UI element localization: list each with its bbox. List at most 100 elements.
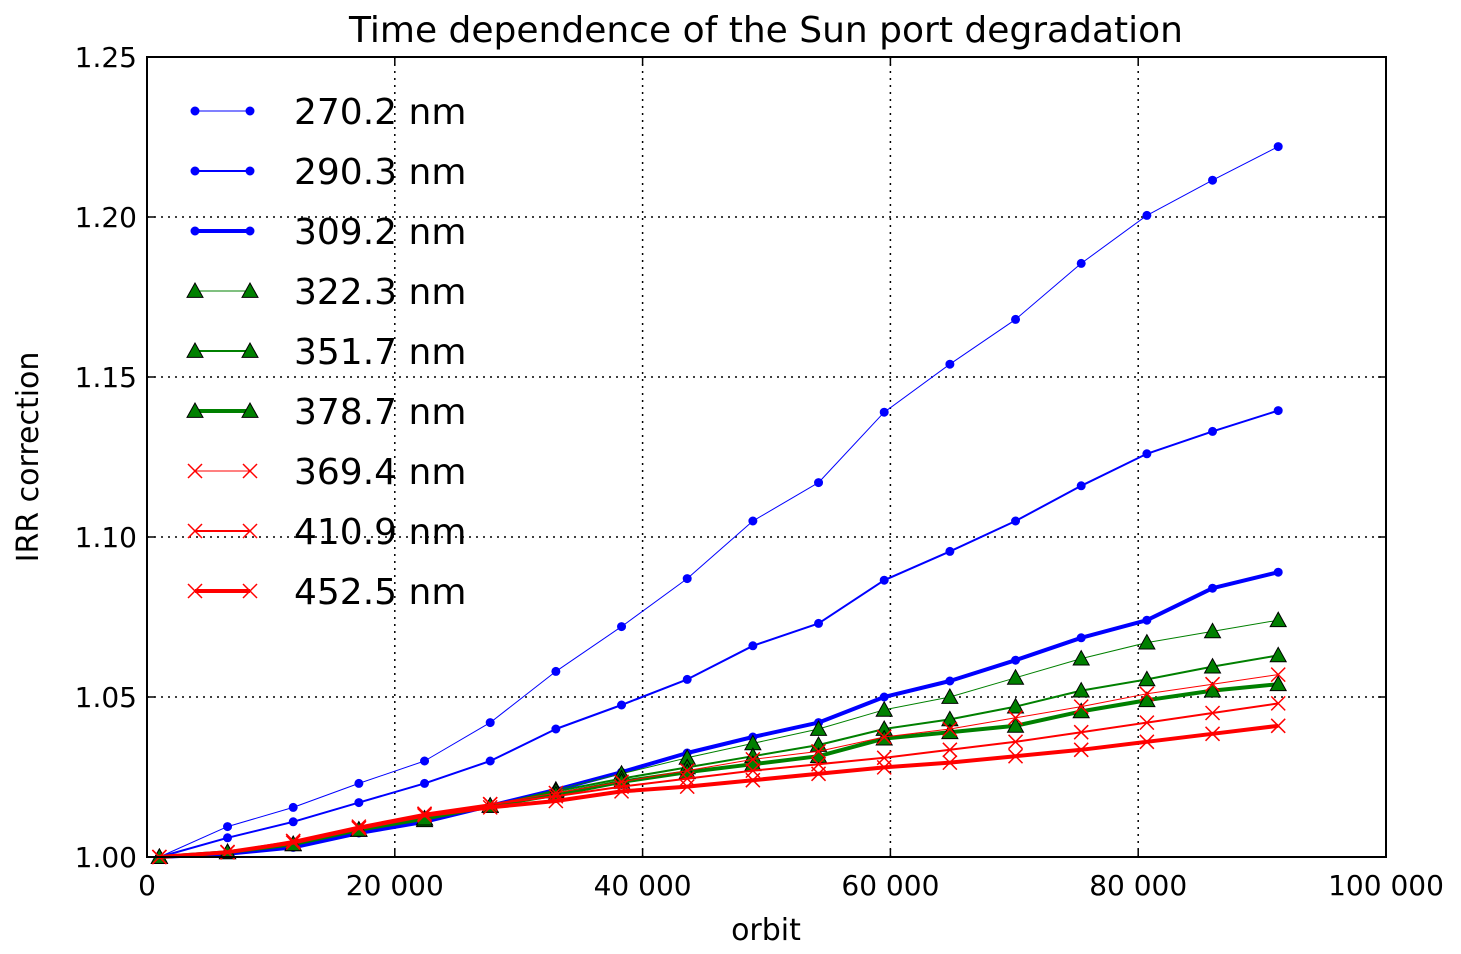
data-point (245, 166, 255, 176)
data-point (1011, 314, 1021, 324)
x-tick-label: 60 000 (841, 869, 939, 902)
data-point (945, 546, 955, 556)
data-point (485, 756, 495, 766)
data-point (1138, 670, 1156, 687)
x-tick-label: 40 000 (594, 869, 692, 902)
data-point (1008, 710, 1024, 726)
series-line (159, 682, 1279, 859)
y-tick-label: 1.15 (75, 361, 137, 394)
legend-label: 322.3 nm (294, 272, 466, 313)
data-point (187, 583, 203, 599)
data-point (679, 779, 695, 795)
plot-frame (146, 56, 1387, 858)
data-point (241, 401, 259, 418)
x-tick-label: 20 000 (346, 869, 444, 902)
y-tick-label: 1.20 (75, 201, 137, 234)
y-axis-label: IRR correction (11, 352, 46, 563)
series-351-7-nm (150, 646, 1288, 864)
y-tick-label: 1.10 (75, 521, 137, 554)
data-point (354, 778, 364, 788)
data-point (1203, 622, 1222, 639)
data-point (1138, 691, 1156, 708)
series-line (159, 146, 1279, 858)
data-point (1270, 667, 1286, 683)
data-point (809, 719, 828, 736)
legend-entry: 378.7 nm (186, 392, 466, 433)
data-point (1205, 726, 1221, 742)
series-line (159, 723, 1279, 859)
data-point (679, 771, 695, 787)
data-point (942, 742, 958, 758)
data-point (617, 700, 627, 710)
data-point (241, 281, 259, 298)
series-line (159, 654, 1279, 858)
data-point (1006, 716, 1025, 733)
data-point (1269, 675, 1288, 692)
data-point (420, 778, 430, 788)
data-point (1073, 724, 1089, 740)
data-point (186, 281, 204, 298)
legend-label: 270.2 nm (294, 92, 466, 133)
series-322-3-nm (150, 611, 1288, 864)
series-line (159, 619, 1279, 858)
data-point (417, 807, 433, 823)
legend-entry: 369.4 nm (187, 452, 466, 493)
data-point (1076, 258, 1086, 268)
data-point (1139, 715, 1155, 731)
data-point (186, 401, 204, 418)
legend-entry: 309.2 nm (190, 212, 466, 253)
legend-entry: 290.3 nm (190, 152, 466, 193)
data-point (1008, 748, 1024, 764)
legend-label: 410.9 nm (294, 512, 466, 553)
data-point (485, 718, 495, 728)
series-layer (150, 142, 1288, 865)
data-point (682, 574, 692, 584)
legend-label: 452.5 nm (294, 572, 466, 613)
legend-label: 309.2 nm (294, 212, 466, 253)
data-point (1270, 718, 1286, 734)
data-point (1203, 681, 1222, 698)
data-point (1011, 516, 1021, 526)
data-point (942, 755, 958, 771)
data-point (942, 721, 958, 737)
series-line (159, 409, 1279, 858)
data-point (223, 833, 233, 843)
data-point (811, 766, 827, 782)
data-point (876, 729, 892, 745)
data-point (245, 226, 255, 236)
data-point (814, 478, 824, 488)
legend: 270.2 nm 290.3 nm 309.2 nm 322.3 nm 351.7 nm… (186, 92, 466, 613)
data-point (1011, 655, 1021, 665)
data-point (1076, 481, 1086, 491)
legend-label: 351.7 nm (294, 332, 466, 373)
data-point (1203, 657, 1222, 674)
data-point (551, 666, 561, 676)
data-point (288, 802, 298, 812)
data-point (1273, 406, 1283, 416)
series-line (159, 674, 1279, 858)
data-point (190, 166, 200, 176)
data-point (1208, 426, 1218, 436)
data-point (614, 783, 630, 799)
data-point (941, 723, 959, 740)
x-tick-label: 100 000 (1328, 869, 1444, 902)
data-point (1139, 734, 1155, 750)
data-point (1142, 449, 1152, 459)
legend-label: 290.3 nm (294, 152, 466, 193)
data-point (879, 575, 889, 585)
data-point (288, 817, 298, 827)
data-point (482, 799, 498, 815)
y-tick-label: 1.00 (75, 841, 137, 874)
data-point (420, 756, 430, 766)
data-point (1006, 668, 1025, 685)
legend-entry: 351.7 nm (186, 332, 466, 373)
x-tick-label: 0 (138, 869, 156, 902)
data-point (187, 463, 203, 479)
data-point (1076, 633, 1086, 643)
data-point (1073, 699, 1089, 715)
data-point (354, 798, 364, 808)
data-point (748, 516, 758, 526)
data-point (745, 772, 761, 788)
legend-label: 369.4 nm (294, 452, 466, 493)
